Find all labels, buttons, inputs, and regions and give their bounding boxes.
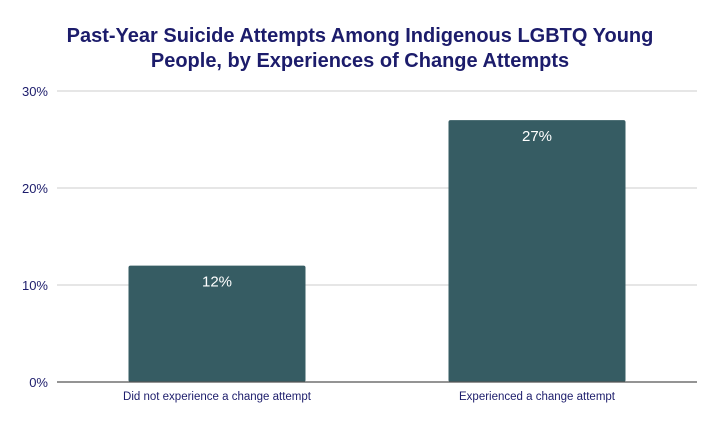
y-tick-label: 10%	[22, 278, 48, 293]
chart-title-line-1: Past-Year Suicide Attempts Among Indigen…	[67, 25, 654, 47]
y-tick-label: 0%	[29, 375, 48, 390]
bar	[128, 265, 306, 382]
y-tick-label: 20%	[22, 181, 48, 196]
y-tick-label: 30%	[22, 84, 48, 99]
data-label: 27%	[522, 128, 552, 145]
bar	[448, 120, 626, 382]
x-category-label: Experienced a change attempt	[459, 391, 616, 403]
data-label: 12%	[202, 274, 232, 291]
chart-title-line-2: People, by Experiences of Change Attempt…	[151, 50, 569, 72]
x-category-label: Did not experience a change attempt	[123, 391, 312, 403]
